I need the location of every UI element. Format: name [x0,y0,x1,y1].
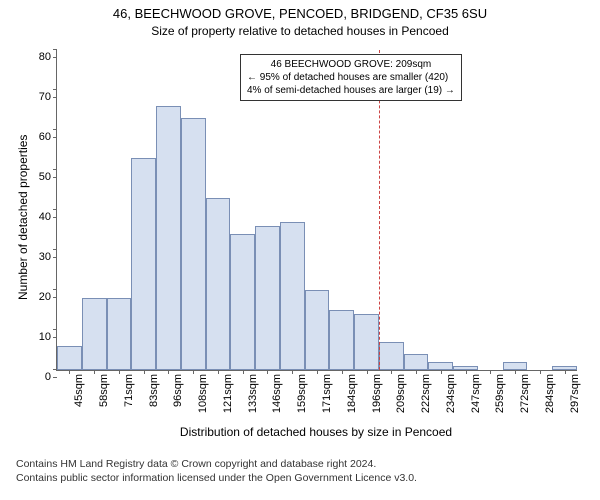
x-tick: 58sqm [98,370,110,407]
annotation-line-1: ← 95% of detached houses are smaller (42… [247,71,455,84]
x-tick: 234sqm [445,370,457,413]
histogram-bar [255,226,280,370]
x-tick: 184sqm [346,370,358,413]
histogram-bar [82,298,107,370]
y-tick: 10 [39,331,57,343]
x-tick: 159sqm [296,370,308,413]
x-tick: 83sqm [148,370,160,407]
histogram-bar [354,314,379,370]
x-tick: 222sqm [420,370,432,413]
histogram-bar [280,222,305,370]
histogram-bar [404,354,429,370]
y-tick: 70 [39,91,57,103]
x-tick: 45sqm [73,370,85,407]
histogram-bar [156,106,181,370]
annotation-line-2: 4% of semi-detached houses are larger (1… [247,84,455,97]
x-tick: 121sqm [222,370,234,413]
x-tick: 171sqm [321,370,333,413]
x-tick: 209sqm [395,370,407,413]
chart-container: 46, BEECHWOOD GROVE, PENCOED, BRIDGEND, … [0,0,600,500]
x-axis-label: Distribution of detached houses by size … [56,425,576,439]
x-tick: 247sqm [470,370,482,413]
histogram-bar [206,198,231,370]
y-tick: 30 [39,251,57,263]
chart-title-main: 46, BEECHWOOD GROVE, PENCOED, BRIDGEND, … [0,6,600,21]
histogram-bar [57,346,82,370]
footer-attribution: Contains HM Land Registry data © Crown c… [16,458,417,485]
x-tick: 284sqm [544,370,556,413]
y-tick: 0 [45,371,57,383]
x-tick: 133sqm [247,370,259,413]
histogram-bar [230,234,255,370]
y-tick: 20 [39,291,57,303]
histogram-bar [428,362,453,370]
x-tick: 146sqm [271,370,283,413]
histogram-bar [379,342,404,370]
y-tick: 40 [39,211,57,223]
x-tick: 71sqm [123,370,135,407]
y-tick: 60 [39,131,57,143]
x-tick: 259sqm [494,370,506,413]
histogram-bar [181,118,206,370]
y-axis-label: Number of detached properties [16,135,30,300]
footer-line-2: Contains public sector information licen… [16,472,417,486]
x-tick: 297sqm [569,370,581,413]
annotation-box: 46 BEECHWOOD GROVE: 209sqm ← 95% of deta… [240,54,462,101]
histogram-bar [107,298,132,370]
x-tick: 272sqm [519,370,531,413]
histogram-bar [131,158,156,370]
chart-title-sub: Size of property relative to detached ho… [0,24,600,38]
histogram-bar [329,310,354,370]
x-tick: 196sqm [371,370,383,413]
y-tick: 80 [39,51,57,63]
annotation-title: 46 BEECHWOOD GROVE: 209sqm [247,58,455,71]
histogram-bar [503,362,528,370]
histogram-bar [305,290,330,370]
x-tick: 96sqm [172,370,184,407]
footer-line-1: Contains HM Land Registry data © Crown c… [16,458,417,472]
y-tick: 50 [39,171,57,183]
x-tick: 108sqm [197,370,209,413]
